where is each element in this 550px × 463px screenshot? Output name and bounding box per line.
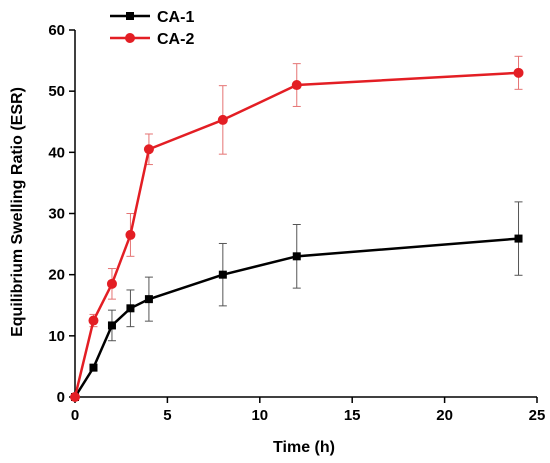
- x-tick-label: 0: [71, 407, 79, 424]
- ca-2-point: [143, 144, 154, 155]
- x-tick-label: 10: [251, 407, 268, 424]
- legend-label-ca-1: CA-1: [157, 9, 194, 26]
- y-tick-label: 0: [57, 389, 65, 406]
- ca-1-point: [218, 270, 227, 279]
- legend-marker-ca-2: [125, 33, 135, 43]
- ca-2-point: [106, 278, 117, 289]
- x-axis-title: Time (h): [273, 439, 335, 456]
- y-tick-label: 20: [48, 267, 65, 284]
- x-tick-label: 15: [344, 407, 361, 424]
- legend: CA-1 CA-2: [110, 9, 194, 48]
- y-tick-label: 10: [48, 328, 65, 345]
- x-tick-label: 25: [529, 407, 546, 424]
- ca-2-point: [291, 80, 302, 91]
- ca-2-line: [73, 71, 519, 398]
- y-tick-label: 30: [48, 206, 65, 223]
- ca-2-point: [125, 229, 136, 240]
- ca-1-point: [292, 252, 301, 261]
- y-axis-title: Equilibrium Swelling Ratio (ESR): [9, 87, 26, 337]
- legend-item-ca-2: CA-2: [110, 31, 194, 48]
- ca-1-point: [144, 295, 153, 304]
- ca-1-point: [89, 363, 98, 372]
- ca-1-line: [73, 237, 519, 398]
- y-tick-label: 40: [48, 144, 65, 161]
- ca-1-point: [107, 321, 116, 330]
- ca-2-point: [513, 67, 524, 78]
- legend-label-ca-2: CA-2: [157, 31, 194, 48]
- ca-2-point: [217, 114, 228, 125]
- ca-2-point: [70, 392, 80, 402]
- y-tick-label: 60: [48, 22, 65, 39]
- y-tick-label: 50: [48, 83, 65, 100]
- error-bars: [89, 55, 523, 372]
- data-points: [70, 67, 524, 402]
- x-tick-label: 20: [436, 407, 453, 424]
- series-lines: [73, 71, 519, 398]
- x-tick-label: 5: [163, 407, 171, 424]
- legend-item-ca-1: CA-1: [110, 9, 194, 26]
- axes: 0 10 20 30 40 50 60 0 5 10 15 20 25: [48, 22, 545, 424]
- ca-1-point: [126, 304, 135, 313]
- ca-2-point: [88, 315, 99, 326]
- ca-1-point: [514, 234, 523, 243]
- legend-marker-ca-1: [126, 12, 134, 20]
